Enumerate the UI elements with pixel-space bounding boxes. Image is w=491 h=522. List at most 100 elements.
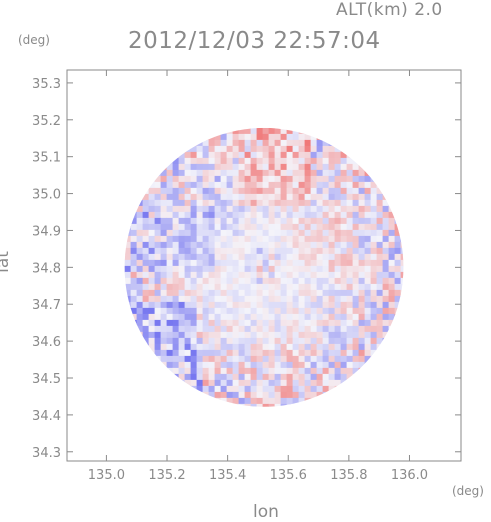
heatmap-cell bbox=[370, 301, 378, 309]
heatmap-cell bbox=[388, 211, 396, 219]
heatmap-cell bbox=[190, 187, 198, 195]
heatmap-cell bbox=[262, 145, 270, 153]
heatmap-cell bbox=[388, 271, 396, 279]
heatmap-cell bbox=[244, 403, 252, 407]
heatmap-cell bbox=[370, 199, 378, 207]
heatmap-cell bbox=[256, 337, 264, 345]
heatmap-cell bbox=[316, 397, 324, 405]
heatmap-cell bbox=[130, 295, 138, 303]
heatmap-cell bbox=[220, 271, 228, 279]
heatmap-cell bbox=[244, 319, 252, 327]
heatmap-cell bbox=[334, 175, 342, 183]
heatmap-cell bbox=[346, 343, 354, 351]
heatmap-cell bbox=[256, 253, 264, 261]
heatmap-cell bbox=[328, 325, 336, 333]
heatmap-cell bbox=[334, 247, 342, 255]
heatmap-cell bbox=[322, 385, 330, 393]
heatmap-cell bbox=[178, 277, 186, 285]
heatmap-cell bbox=[148, 301, 156, 309]
heatmap-cell bbox=[352, 235, 360, 243]
heatmap-cell bbox=[244, 337, 252, 345]
heatmap-cell bbox=[166, 361, 174, 369]
heatmap-cell bbox=[256, 301, 264, 309]
heatmap-cell bbox=[316, 145, 324, 153]
heatmap-cell bbox=[154, 247, 162, 255]
heatmap-cell bbox=[160, 217, 168, 225]
heatmap-cell bbox=[280, 343, 288, 351]
heatmap-cell bbox=[178, 295, 186, 303]
heatmap-cell bbox=[310, 157, 318, 165]
heatmap-cell bbox=[274, 361, 282, 369]
heatmap-cell bbox=[202, 373, 210, 381]
heatmap-cell bbox=[172, 283, 180, 291]
heatmap-cell bbox=[298, 367, 306, 375]
heatmap-cell bbox=[154, 241, 162, 249]
heatmap-cell bbox=[166, 241, 174, 249]
heatmap-cell bbox=[244, 157, 252, 165]
heatmap-cell bbox=[202, 265, 210, 273]
heatmap-cell bbox=[316, 241, 324, 249]
heatmap-cell bbox=[130, 253, 138, 261]
heatmap-cell bbox=[238, 307, 246, 315]
heatmap-cell bbox=[316, 199, 324, 207]
heatmap-cell bbox=[160, 277, 168, 285]
heatmap-cell bbox=[238, 343, 246, 351]
heatmap-cell bbox=[346, 181, 354, 189]
heatmap-cell bbox=[220, 391, 228, 399]
heatmap-cell bbox=[124, 253, 132, 261]
heatmap-cell bbox=[196, 157, 204, 165]
heatmap-cell bbox=[178, 223, 186, 231]
heatmap-cell bbox=[262, 373, 270, 381]
heatmap-cell bbox=[310, 193, 318, 201]
heatmap-cell bbox=[226, 175, 234, 183]
heatmap-cell bbox=[250, 151, 258, 159]
heatmap-cell bbox=[298, 205, 306, 213]
heatmap-cell bbox=[268, 283, 276, 291]
heatmap-cell bbox=[274, 337, 282, 345]
heatmap-cell bbox=[142, 259, 150, 267]
heatmap-cell bbox=[214, 217, 222, 225]
heatmap-cell bbox=[346, 223, 354, 231]
heatmap-cell bbox=[286, 181, 294, 189]
heatmap-cell bbox=[148, 223, 156, 231]
heatmap-cell bbox=[130, 289, 138, 297]
heatmap-cell bbox=[346, 367, 354, 375]
heatmap-cell bbox=[328, 211, 336, 219]
heatmap-cell bbox=[226, 223, 234, 231]
heatmap-cell bbox=[172, 205, 180, 213]
heatmap-cell bbox=[292, 193, 300, 201]
heatmap-cell bbox=[286, 397, 294, 405]
heatmap-cell bbox=[346, 349, 354, 357]
heatmap-cell bbox=[286, 325, 294, 333]
heatmap-cell bbox=[154, 205, 162, 213]
heatmap-cell bbox=[208, 205, 216, 213]
heatmap-cell bbox=[268, 145, 276, 153]
heatmap-cell bbox=[238, 139, 246, 147]
heatmap-cell bbox=[250, 307, 258, 315]
heatmap-cell bbox=[376, 295, 384, 303]
heatmap-cell bbox=[148, 271, 156, 279]
heatmap-cell bbox=[376, 325, 384, 333]
heatmap-cell bbox=[376, 331, 384, 339]
heatmap-cell bbox=[286, 223, 294, 231]
heatmap-cell bbox=[268, 379, 276, 387]
heatmap-cell bbox=[340, 181, 348, 189]
heatmap-cell bbox=[298, 187, 306, 195]
heatmap-cell bbox=[226, 391, 234, 399]
heatmap-cell bbox=[322, 373, 330, 381]
heatmap-cell bbox=[334, 205, 342, 213]
heatmap-cell bbox=[358, 199, 366, 207]
heatmap-cell bbox=[304, 301, 312, 309]
heatmap-cell bbox=[196, 163, 204, 171]
heatmap-cell bbox=[196, 169, 204, 177]
heatmap-cell bbox=[358, 241, 366, 249]
heatmap-cell bbox=[238, 373, 246, 381]
heatmap-cell bbox=[268, 217, 276, 225]
heatmap-cell bbox=[178, 151, 186, 159]
heatmap-cell bbox=[268, 307, 276, 315]
heatmap-cell bbox=[250, 379, 258, 387]
heatmap-cell bbox=[172, 373, 180, 381]
heatmap-cell bbox=[196, 217, 204, 225]
heatmap-cell bbox=[280, 355, 288, 363]
